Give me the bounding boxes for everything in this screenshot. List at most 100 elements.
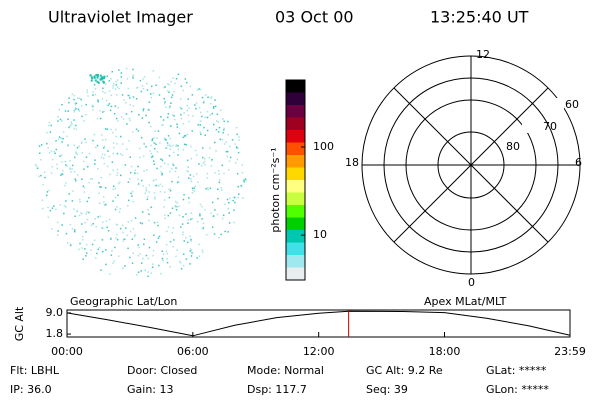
pixel <box>85 243 88 246</box>
pixel <box>79 201 81 203</box>
pixel <box>134 217 137 219</box>
pixel <box>213 123 215 126</box>
pixel <box>115 117 118 120</box>
pixel <box>114 105 117 107</box>
pixel <box>46 132 48 134</box>
pixel <box>147 271 149 273</box>
pixel <box>174 200 177 203</box>
pixel <box>206 172 209 175</box>
pixel <box>123 238 126 240</box>
pixel <box>221 164 223 167</box>
status: Flt: LBHL Door: Closed Mode: Normal GC Alt:… <box>10 364 549 396</box>
pixel <box>135 98 138 100</box>
pixel <box>88 181 90 184</box>
timeline: Geographic Lat/Lon Apex MLat/MLT GC Alt … <box>13 295 586 358</box>
pixel <box>192 189 194 191</box>
pixel <box>206 129 209 132</box>
pixel <box>232 199 234 202</box>
pixel <box>166 261 169 264</box>
pixel <box>179 262 182 264</box>
pixel <box>105 220 107 222</box>
pixel <box>186 170 188 172</box>
pixel <box>168 107 171 109</box>
pixel <box>115 128 117 131</box>
pixel <box>157 224 159 227</box>
pixel <box>148 246 151 249</box>
pixel <box>141 222 143 225</box>
pixel <box>80 212 82 214</box>
pixel <box>182 198 185 201</box>
pixel <box>116 86 119 88</box>
pixel <box>165 250 168 252</box>
pixel <box>148 101 151 103</box>
pixel <box>75 128 78 131</box>
pixel <box>191 130 193 132</box>
pixel <box>227 169 230 171</box>
pixel <box>79 198 81 201</box>
pixel <box>130 171 132 174</box>
color-band <box>286 130 305 143</box>
pixel <box>104 92 106 94</box>
pixel <box>150 144 152 147</box>
pixel <box>58 136 61 138</box>
pixel <box>63 205 66 207</box>
pixel <box>150 152 152 155</box>
pixel <box>161 259 164 261</box>
pixel <box>71 168 73 170</box>
pixel <box>172 245 175 248</box>
pixel <box>119 153 122 155</box>
pixel <box>76 153 79 156</box>
pixel <box>136 86 139 89</box>
pixel <box>229 156 232 159</box>
pixel <box>178 132 181 135</box>
altitude-curve <box>66 310 571 337</box>
pixel <box>36 167 39 169</box>
pixel <box>182 264 185 267</box>
pixel <box>113 260 115 262</box>
pixel <box>77 97 79 99</box>
pixel <box>174 170 177 173</box>
pixel <box>124 164 127 166</box>
pixel <box>175 167 177 169</box>
pixel <box>132 131 134 133</box>
pixel <box>234 162 237 164</box>
pixel <box>185 213 187 215</box>
pixel <box>40 159 42 161</box>
pixel <box>176 249 178 251</box>
pixel <box>167 226 170 228</box>
pixel <box>191 192 194 194</box>
pixel <box>100 134 103 136</box>
pixel <box>171 180 173 183</box>
pixel <box>204 94 207 96</box>
pixel <box>101 79 104 81</box>
pixel <box>234 143 236 145</box>
pixel <box>223 127 225 130</box>
pixel <box>177 145 179 147</box>
pixel <box>228 160 231 162</box>
pixel <box>196 89 199 91</box>
pixel <box>117 120 119 122</box>
pixel <box>222 118 224 120</box>
pixel <box>243 179 245 181</box>
pixel <box>96 80 99 83</box>
pixel <box>113 146 115 149</box>
pixel <box>215 128 218 131</box>
pixel <box>169 170 171 173</box>
pixel <box>70 124 72 127</box>
pixel <box>85 231 87 233</box>
pixel <box>69 243 72 245</box>
pixel <box>50 150 53 152</box>
pixel <box>102 157 105 159</box>
pixel <box>235 126 238 129</box>
pixel <box>162 124 164 126</box>
pixel <box>195 107 197 110</box>
pixel <box>171 114 174 116</box>
pixel <box>73 144 76 146</box>
pixel <box>235 146 238 148</box>
pixel <box>77 108 80 111</box>
pixel <box>136 172 139 175</box>
pixel <box>191 187 194 189</box>
pixel <box>185 258 188 260</box>
timeline-left-title: Geographic Lat/Lon <box>70 295 177 308</box>
pixel <box>65 182 67 184</box>
